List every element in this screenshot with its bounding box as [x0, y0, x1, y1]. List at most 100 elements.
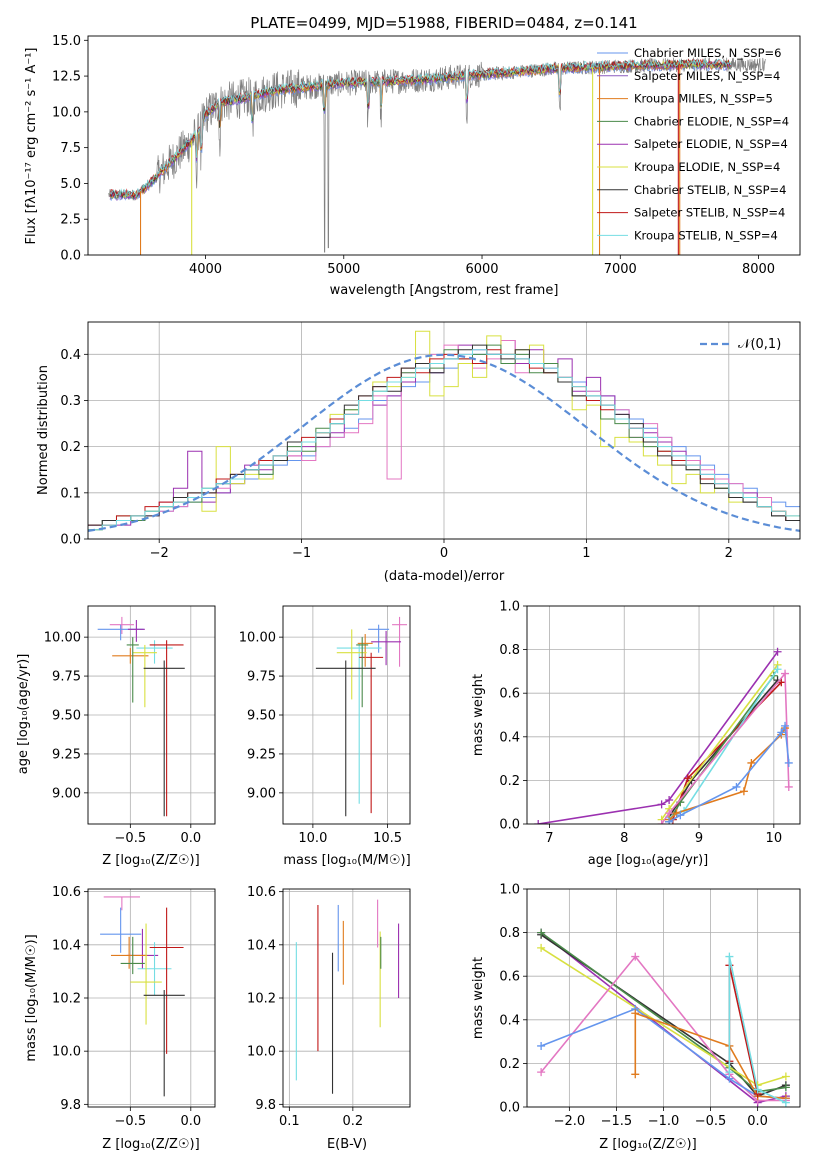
axes-frame	[282, 888, 411, 1108]
weight-point-marker	[781, 1072, 790, 1081]
histogram-series	[88, 349, 800, 531]
x-tick-label: 0.0	[180, 831, 201, 846]
axes-frame	[87, 321, 801, 540]
axes-frame	[87, 35, 801, 256]
massweight-age-x-axis-label: age [log₁₀(age/yr)]	[588, 853, 709, 868]
weight-point-marker	[753, 1085, 762, 1094]
weight-point-marker	[773, 665, 782, 674]
weight-point-marker	[747, 758, 756, 767]
y-tick-label: 1.0	[499, 600, 520, 615]
weight-point-marker	[537, 1068, 546, 1077]
weight-point-marker	[537, 928, 546, 937]
mass-z-x-axis-label: Z [log₁₀(Z/Z☉)]	[102, 1137, 199, 1152]
weight-series-line	[660, 671, 790, 824]
residual-histogram-panel: −2 −1 0 1 2 0.0 0.1 0.2 0.3 0.4 𝒩(0,1)	[60, 321, 801, 561]
y-tick-label: 10.2	[52, 992, 81, 1007]
spectrum-y-axis-label: Flux [fλ10⁻¹⁷ erg cm⁻² s⁻¹ A⁻¹]	[24, 48, 39, 245]
errorbars	[97, 616, 185, 817]
x-tick-label: 10.0	[298, 831, 327, 846]
legend-label: Kroupa STELIB, N_SSP=4	[634, 228, 778, 242]
weight-point-marker	[773, 647, 782, 656]
y-tick-label: 0.0	[499, 1101, 520, 1116]
weight-point-marker	[777, 728, 786, 737]
grid-lines	[283, 606, 410, 824]
spectrum-x-axis-label: wavelength [Angstrom, rest frame]	[330, 283, 559, 298]
errorbars	[315, 616, 408, 817]
weight-point-marker	[534, 820, 543, 824]
x-tick-label: 10	[766, 831, 783, 846]
y-tick-label: 9.25	[247, 747, 276, 762]
y-tick-label: 9.00	[52, 786, 81, 801]
age-vs-mass-panel: 10.0 10.5 9.00 9.25 9.50 9.75 10.00	[239, 605, 411, 846]
histogram-steps	[88, 330, 800, 532]
weight-point-marker	[781, 721, 790, 730]
legend-label: Salpeter STELIB, N_SSP=4	[634, 206, 785, 220]
x-tick-label: −2.0	[554, 1114, 586, 1129]
y-tick-label: 10.00	[239, 631, 276, 646]
y-tick-label: 12.5	[52, 70, 81, 85]
normal-reference-curve	[88, 353, 800, 532]
spectrum-lines	[108, 57, 766, 255]
grid-lines	[88, 889, 215, 1107]
y-tick-label: 0.8	[499, 926, 520, 941]
y-tick-label: 15.0	[52, 34, 81, 49]
y-tick-label: 0.0	[499, 818, 520, 833]
legend-label: Kroupa MILES, N_SSP=5	[634, 92, 773, 106]
x-tick-label: 4000	[189, 262, 222, 277]
y-tick-label: 0.6	[499, 687, 520, 702]
weight-point-marker	[781, 669, 790, 678]
y-tick-label: 0.0	[60, 249, 81, 264]
x-tick-label: 0.2	[343, 1114, 364, 1129]
weight-point-marker	[665, 796, 674, 805]
errorbars	[295, 899, 400, 1094]
massweight-vs-metallicity-panel: −2.0 −1.5 −1.0 −0.5 0.0 0.0 0.2 0.4 0.6 0.8 1.0	[499, 883, 801, 1129]
y-tick-label: 0.4	[499, 730, 520, 745]
model-spectrum-line	[109, 58, 731, 198]
x-tick-label: −2	[150, 546, 169, 561]
axes-frame	[282, 605, 411, 825]
weight-point-marker	[683, 774, 692, 783]
x-tick-label: −1.5	[601, 1114, 633, 1129]
legend-label: Chabrier MILES, N_SSP=6	[634, 46, 781, 60]
x-tick-label: 0.0	[180, 1114, 201, 1129]
weight-series-line	[538, 651, 779, 824]
y-tick-label: 5.0	[60, 177, 81, 192]
axes-frame	[87, 888, 216, 1108]
y-tick-label: 2.5	[60, 213, 81, 228]
spectrum-legend: Chabrier MILES, N_SSP=6 Salpeter MILES, N…	[597, 46, 789, 242]
y-tick-label: 0.6	[499, 970, 520, 985]
axes-frame	[526, 888, 801, 1108]
massweight-age-y-axis-label: mass weight	[471, 674, 486, 756]
y-tick-label: 0.2	[499, 774, 520, 789]
y-tick-label: 9.25	[52, 747, 81, 762]
x-tick-label: 10.5	[373, 831, 402, 846]
grid-lines	[283, 889, 410, 1107]
y-tick-label: 10.0	[52, 1045, 81, 1060]
weight-point-marker	[739, 787, 748, 796]
y-tick-label: 9.75	[52, 670, 81, 685]
weight-point-marker	[631, 1009, 640, 1018]
y-tick-label: 9.8	[60, 1098, 81, 1113]
weight-point-marker	[725, 1068, 734, 1077]
spectrum-panel: 4000 5000 6000 7000 8000 0.0 2.5 5.0 7.5 10.0 12.5…	[52, 34, 801, 277]
y-tick-label: 9.00	[247, 786, 276, 801]
legend-label: Chabrier ELODIE, N_SSP=4	[634, 114, 789, 128]
weight-point-marker	[676, 811, 685, 820]
legend-label: Salpeter ELODIE, N_SSP=4	[634, 137, 788, 151]
age-z-y-axis-label: age [log₁₀(age/yr)]	[16, 654, 31, 775]
weight-series-line	[540, 931, 787, 1093]
age-z-x-axis-label: Z [log₁₀(Z/Z☉)]	[102, 853, 199, 868]
y-tick-label: 10.00	[44, 631, 81, 646]
weight-point-marker	[725, 952, 734, 961]
weight-point-marker	[657, 820, 666, 824]
x-tick-label: 7	[545, 831, 553, 846]
weight-point-marker	[732, 782, 741, 791]
x-tick-label: 9	[695, 831, 703, 846]
y-tick-label: 10.4	[247, 938, 276, 953]
x-tick-label: −1.0	[648, 1114, 680, 1129]
weight-point-marker	[781, 1083, 790, 1092]
y-tick-label: 0.3	[60, 394, 81, 409]
y-tick-label: 10.6	[52, 885, 81, 900]
y-tick-label: 9.50	[247, 709, 276, 724]
residual-x-axis-label: (data-model)/error	[384, 569, 505, 584]
